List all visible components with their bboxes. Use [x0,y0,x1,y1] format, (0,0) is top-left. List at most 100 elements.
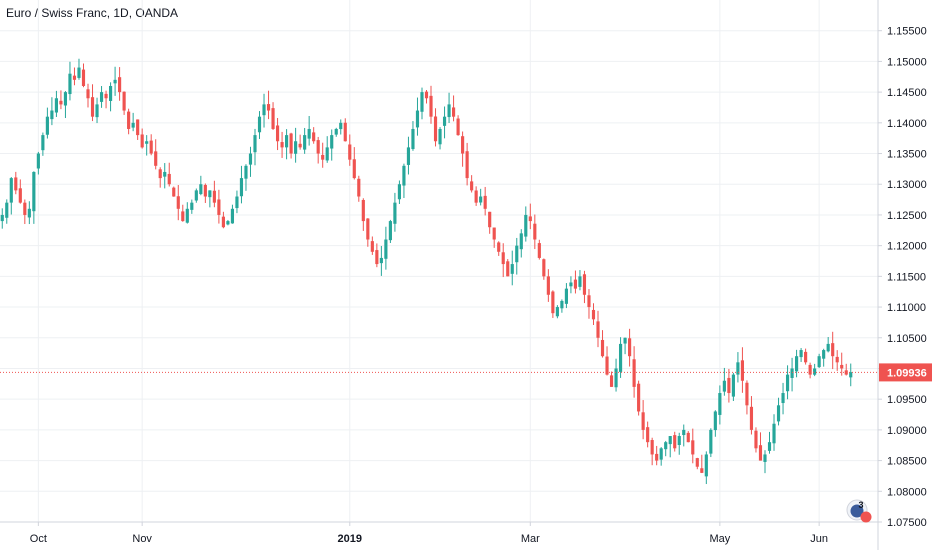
candle-body [709,430,712,454]
y-tick-label: 1.15500 [887,26,927,38]
candle-body [605,357,608,375]
candle-body [73,76,76,80]
candle-body [267,104,270,110]
candle-body [610,375,613,387]
candle-body [1,215,4,221]
candle-body [533,224,536,240]
candle-body [614,368,617,387]
candle-body [14,177,17,190]
candle-body [330,135,333,148]
y-tick-label: 1.09000 [887,425,927,437]
candle-body [732,375,735,397]
candle-body [285,135,288,147]
y-tick-label: 1.12500 [887,210,927,222]
candle-body [777,405,780,421]
candle-body [502,252,505,264]
candle-body [168,174,171,184]
candle-body [800,350,803,357]
candle-body [348,144,351,159]
candle-body [484,196,487,209]
candle-body [371,241,374,252]
candle-body [687,433,690,442]
candle-body [434,116,437,141]
candle-body [159,169,162,178]
candle-body [82,70,85,86]
candle-body [109,86,112,101]
events-badge[interactable]: 3 [847,500,872,523]
candle-body [154,151,157,165]
candle-body [705,454,708,476]
candle-body [204,185,207,197]
candle-body [443,117,446,126]
x-tick-label: Oct [30,533,47,545]
candle-body [669,436,672,444]
candle-body [303,135,306,149]
candle-body [308,129,311,139]
candle-body [849,372,852,377]
candle-body [271,108,274,129]
candle-body [366,218,369,239]
candle-body [425,92,428,99]
candle-body [596,321,599,337]
candle-body [10,178,13,203]
candle-body [118,77,121,92]
candle-body [326,147,329,160]
candle-body [488,212,491,227]
candle-body [678,436,681,445]
candle-body [651,440,654,454]
candle-body [402,166,405,186]
candle-body [691,440,694,454]
candle-body [177,196,180,209]
candle-body [190,203,193,210]
candle-body [95,104,98,117]
candle-body [172,188,175,197]
candle-body [100,92,103,102]
candle-body [633,359,636,387]
candle-body [389,221,392,240]
candle-body [592,310,595,319]
candle-body [831,343,834,356]
y-tick-label: 1.14500 [887,87,927,99]
candle-body [624,338,627,344]
candle-body [673,435,676,448]
candle-body [362,200,365,221]
candle-body [195,190,198,200]
candle-body [339,123,342,129]
candle-body [538,243,541,258]
candle-body [682,430,685,435]
candle-body [628,338,631,356]
y-tick-label: 1.10500 [887,333,927,345]
candle-body [836,357,839,362]
candle-body [407,147,410,165]
candle-body [619,344,622,372]
candle-body [141,134,144,147]
candle-body [809,365,812,375]
candle-body [696,458,699,467]
candle-body [136,119,139,135]
candle-body [646,427,649,442]
x-axis: OctNov2019MarMayJunAugOctNov [0,522,932,545]
candle-body [466,151,469,178]
candle-body [222,217,225,228]
candle-body [150,141,153,154]
y-tick-label: 1.13500 [887,149,927,161]
candle-body [551,292,554,314]
candle-body [235,197,238,209]
candle-body [46,117,49,135]
candle-body [380,258,383,263]
candle-body [736,362,739,374]
candle-body [123,92,126,111]
candle-body [637,384,640,412]
candle-body [429,96,432,117]
candle-body [804,352,807,362]
candle-body [565,289,568,304]
candle-body [524,215,527,237]
x-tick-label: Nov [132,533,152,545]
candle-body [32,172,35,211]
y-tick-label: 1.08500 [887,456,927,468]
candle-body [754,431,757,449]
y-tick-label: 1.08000 [887,486,927,498]
candle-body [497,242,500,251]
candle-body [213,191,216,203]
